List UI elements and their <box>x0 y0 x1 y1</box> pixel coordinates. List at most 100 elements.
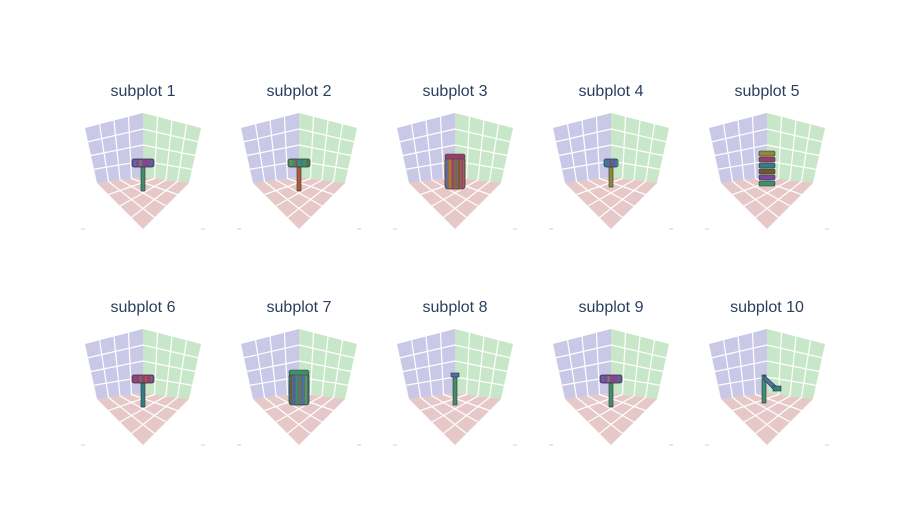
grid-line <box>595 332 601 395</box>
subplot-title: subplot 8 <box>423 299 488 316</box>
mesh-object <box>287 158 311 192</box>
grid-line <box>127 332 133 395</box>
mesh-stripe <box>606 160 608 166</box>
grid-line <box>176 124 188 182</box>
wall-yz <box>241 329 299 399</box>
wall-yz <box>241 113 299 183</box>
grid-line <box>287 397 334 434</box>
subplot-title: subplot 5 <box>735 83 800 100</box>
grid-line <box>755 181 802 218</box>
grid-line <box>454 360 508 373</box>
grid-line <box>599 181 646 218</box>
grid-line <box>443 393 490 412</box>
grid-line <box>714 144 768 157</box>
wall-xz <box>143 329 201 399</box>
grid-line <box>599 393 646 412</box>
grid-line <box>402 360 456 373</box>
mesh-head <box>599 374 623 384</box>
mesh-stripe <box>609 160 612 166</box>
subplot-title: subplot 6 <box>111 299 176 316</box>
grid-line <box>454 376 505 386</box>
mesh-stripe <box>134 376 136 382</box>
subplot-title: subplot 7 <box>267 299 332 316</box>
wall-xz <box>767 329 825 399</box>
mesh-handle <box>140 164 146 192</box>
mesh-object <box>288 369 310 406</box>
grid-line <box>332 124 344 182</box>
mesh-stripe <box>616 160 619 166</box>
wall-xz <box>299 329 357 399</box>
mesh-stripe <box>446 158 448 188</box>
grid-line <box>800 340 812 398</box>
mesh-stripe <box>455 158 457 188</box>
grid-line <box>127 116 133 179</box>
grid-line <box>454 144 508 157</box>
mesh-object <box>761 374 782 404</box>
subplot-title: subplot 4 <box>579 83 644 100</box>
mesh-stripe <box>452 158 454 188</box>
wall-yz <box>85 329 143 399</box>
mesh-head <box>131 158 155 168</box>
mesh-stripe <box>139 376 142 382</box>
grid-line <box>766 360 820 373</box>
mesh-segment <box>758 156 776 163</box>
subplot-title: subplot 3 <box>423 83 488 100</box>
grid-line <box>599 177 646 196</box>
mesh-segment <box>758 180 776 187</box>
subplot-title: subplot 1 <box>111 83 176 100</box>
mesh-segment <box>758 174 776 181</box>
wall-yz <box>85 113 143 183</box>
grid-line <box>402 144 456 157</box>
mesh-stripe <box>145 160 147 166</box>
grid-line <box>644 124 656 182</box>
mesh-top <box>288 369 310 376</box>
mesh-stripe <box>134 160 136 166</box>
grid-line <box>131 397 178 434</box>
subplot-title: subplot 9 <box>579 299 644 316</box>
grid-line <box>610 144 664 157</box>
grid-line <box>443 397 490 434</box>
wall-xz <box>143 113 201 183</box>
mesh-stripe <box>293 374 295 404</box>
grid-line <box>561 160 612 170</box>
subplot-7: subplot 7 <box>237 299 361 446</box>
grid-line <box>131 177 178 196</box>
grid-line <box>405 376 456 386</box>
grid-line <box>287 177 334 196</box>
mesh-stripe <box>299 374 301 404</box>
subplot-3: subplot 3 <box>393 83 517 230</box>
grid-line <box>766 160 817 170</box>
wall-xz <box>455 329 513 399</box>
grid-line <box>766 376 817 386</box>
grid-line <box>287 181 334 218</box>
grid-line <box>431 179 479 207</box>
subplot-1: subplot 1 <box>81 83 205 230</box>
mesh-stripe <box>290 374 292 404</box>
grid-line <box>131 393 178 412</box>
mesh-stripe <box>290 160 292 166</box>
subplot-6: subplot 6 <box>81 299 205 446</box>
mesh-stripe <box>139 160 142 166</box>
grid-line <box>439 332 445 395</box>
grid-line <box>743 395 791 423</box>
grid-line <box>717 376 768 386</box>
mesh-stripe <box>145 376 147 382</box>
mesh-object <box>599 374 623 408</box>
grid-line <box>119 395 167 423</box>
subplot-title: subplot 10 <box>730 299 804 316</box>
mesh-stripe <box>302 374 304 404</box>
wall-yz <box>397 329 455 399</box>
grid-line <box>644 340 656 398</box>
grid-line <box>275 179 323 207</box>
wall-xz <box>455 113 513 183</box>
grid-line <box>142 144 196 157</box>
grid-line <box>275 395 323 423</box>
mesh-stripe <box>458 158 460 188</box>
grid-line <box>587 395 635 423</box>
mesh-handle <box>608 380 614 408</box>
mesh-stripe <box>461 158 463 188</box>
grid-line <box>90 360 144 373</box>
wall-xz <box>611 329 669 399</box>
subplot-4: subplot 4 <box>549 83 673 230</box>
mesh-stripe <box>613 376 615 382</box>
